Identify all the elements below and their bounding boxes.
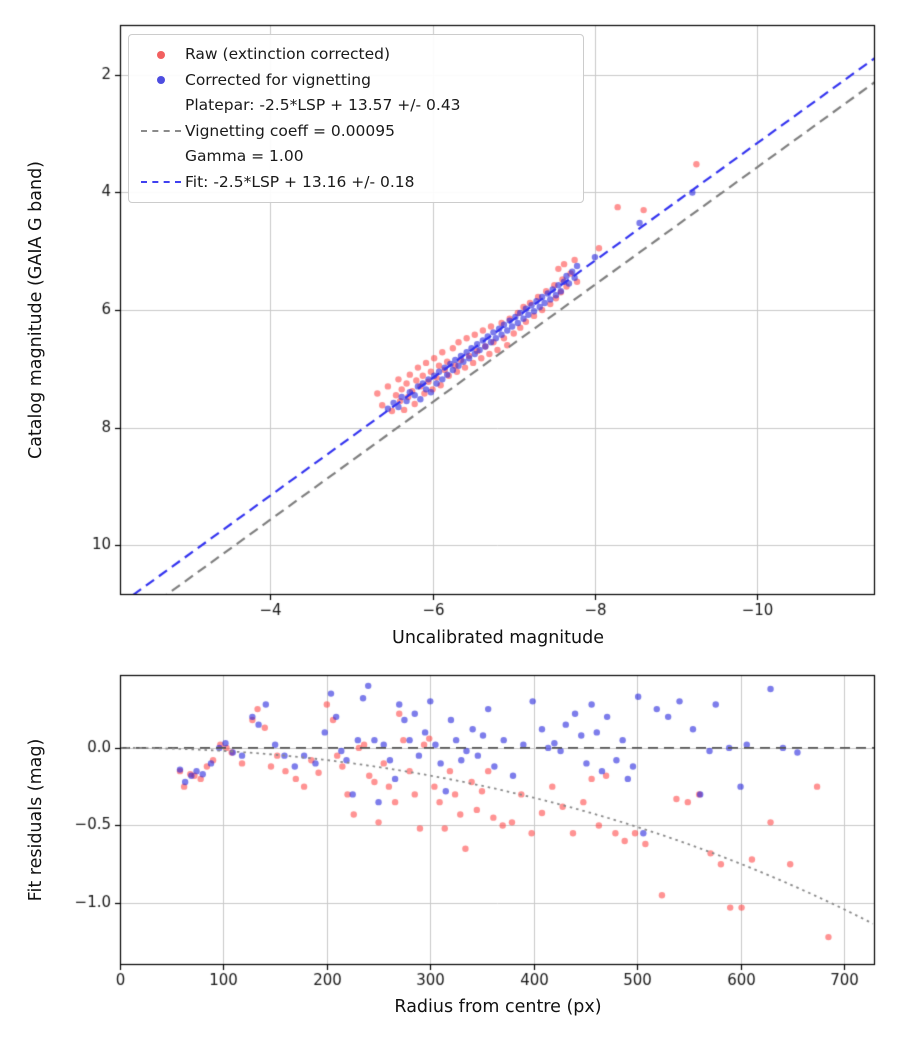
legend-label-platepar: Platepar: -2.5*LSP + 13.57 +/- 0.43 Vign… [185, 93, 461, 170]
top-plot-ylabel: Catalog magnitude (GAIA G band) [26, 160, 46, 460]
platepar-dashed-line-icon [141, 130, 181, 133]
bottom-plot-xlabel: Radius from centre (px) [394, 997, 602, 1017]
vignetting-coeff-text: Vignetting coeff = 0.00095 [185, 121, 395, 140]
legend-label-raw: Raw (extinction corrected) [185, 45, 391, 63]
raw-scatter-marker-icon [157, 50, 165, 59]
legend-label-corrected: Corrected for vignetting [185, 70, 371, 89]
legend-entry-platepar: Platepar: -2.5*LSP + 13.57 +/- 0.43 Vign… [137, 93, 571, 170]
bottom-plot-ylabel: Fit residuals (mag) [26, 738, 46, 902]
legend-label-fit: Fit: -2.5*LSP + 13.16 +/- 0.18 [185, 172, 415, 191]
legend-entry-fit: Fit: -2.5*LSP + 13.16 +/- 0.18 [137, 170, 571, 196]
top-plot-xlabel: Uncalibrated magnitude [392, 628, 604, 648]
legend-entry-corrected: Corrected for vignetting [137, 68, 571, 94]
gamma-text: Gamma = 1.00 [185, 147, 304, 165]
corrected-scatter-marker-icon [157, 76, 165, 85]
legend: Raw (extinction corrected) Corrected for… [128, 34, 584, 203]
fit-dashed-line-icon [141, 181, 181, 184]
platepar-equation: Platepar: -2.5*LSP + 13.57 +/- 0.43 [185, 96, 461, 114]
legend-entry-raw: Raw (extinction corrected) [137, 42, 571, 68]
